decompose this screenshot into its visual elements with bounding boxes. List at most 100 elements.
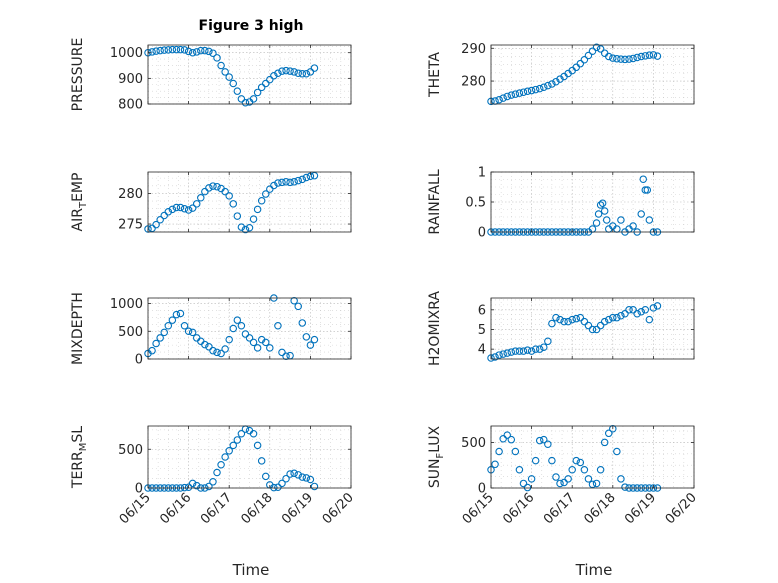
data-point [225, 73, 233, 81]
y-tick-label: 290 [461, 42, 486, 57]
data-point [548, 80, 556, 88]
data-point [600, 438, 609, 447]
panel-rainfall: 0 0.5 1 RAINFALL [427, 166, 695, 241]
data-point [209, 182, 217, 190]
data-point [576, 59, 585, 68]
data-point [188, 479, 197, 488]
data-point [282, 474, 290, 483]
data-point [491, 460, 499, 469]
data-point [552, 473, 560, 481]
data-point [266, 185, 274, 193]
data-point [629, 222, 637, 230]
y-axis-label-h2omixra: H2OMIXRA [427, 291, 443, 366]
data-point [580, 466, 589, 474]
data-point [625, 55, 633, 63]
data-point [172, 310, 181, 319]
data-point [523, 483, 532, 492]
data-point [560, 317, 568, 326]
data-point [653, 302, 662, 310]
data-point [306, 475, 315, 484]
data-point [253, 205, 262, 214]
x-axis-label-right: Time [575, 561, 613, 579]
data-point [237, 321, 246, 330]
y-axis-label-rainfall: RAINFALL [427, 169, 443, 234]
data-point [205, 482, 213, 491]
y-tick-label: 1 [478, 166, 486, 181]
data-point [229, 79, 238, 88]
data-point [499, 94, 507, 102]
data-point [596, 45, 605, 53]
data-point [302, 69, 311, 78]
axes-box [490, 44, 695, 105]
data-point [249, 429, 258, 438]
data-point [152, 47, 160, 55]
x-tick-label: 06/18 [239, 490, 276, 527]
data-point [237, 223, 246, 231]
data-point [580, 55, 589, 64]
data-point [535, 84, 544, 93]
data-point [192, 48, 201, 56]
data-point [201, 187, 209, 196]
data-point [197, 46, 205, 55]
x-tick-label: 06/16 [500, 490, 537, 527]
axes-box [147, 425, 352, 489]
data-point [621, 55, 629, 64]
data-point [241, 98, 250, 107]
x-tick-label: 06/20 [320, 490, 357, 527]
data-point [511, 447, 520, 456]
data-point [274, 69, 282, 77]
data-point [176, 203, 185, 212]
data-point [535, 436, 544, 445]
data-point [310, 171, 319, 180]
data-point [205, 184, 213, 192]
data-point [261, 338, 270, 347]
panel-mixdepth: 0 500 1000 MIXDEPTH [70, 292, 352, 368]
data-point [274, 179, 282, 187]
data-point [523, 87, 532, 95]
data-point [519, 347, 528, 355]
data-point [274, 321, 282, 330]
data-point [278, 178, 286, 187]
data-point [645, 315, 654, 324]
data-point [209, 478, 217, 486]
series-h2omixra [487, 302, 662, 362]
data-point [221, 187, 229, 196]
data-point [221, 68, 229, 76]
data-point [156, 216, 164, 224]
data-point [515, 89, 524, 97]
data-point [641, 186, 650, 194]
x-tick-label: 06/17 [198, 490, 235, 527]
data-point [282, 178, 290, 186]
data-point [645, 51, 654, 59]
data-point [629, 306, 637, 314]
data-point [278, 479, 286, 488]
data-point [257, 197, 266, 205]
data-point [217, 61, 225, 70]
data-point [188, 328, 197, 337]
data-point [604, 315, 613, 324]
data-point [192, 481, 201, 490]
series-theta [487, 43, 662, 106]
data-point [592, 325, 601, 334]
data-point [274, 483, 282, 491]
data-point [201, 340, 209, 349]
data-point [225, 192, 233, 200]
data-point [653, 52, 662, 60]
data-point [180, 321, 189, 330]
y-tick-label: 0 [135, 482, 143, 497]
data-point [633, 309, 641, 318]
data-point [164, 321, 173, 330]
data-point [156, 334, 164, 342]
data-point [160, 328, 168, 337]
data-point [184, 47, 193, 56]
plot-area [148, 426, 351, 488]
data-point [282, 352, 290, 360]
x-tick-label: 06/18 [582, 490, 619, 527]
data-point [184, 327, 193, 336]
data-point [298, 473, 307, 481]
data-point [515, 347, 524, 355]
data-point [237, 429, 246, 438]
data-point [527, 347, 536, 355]
data-point [580, 317, 589, 326]
